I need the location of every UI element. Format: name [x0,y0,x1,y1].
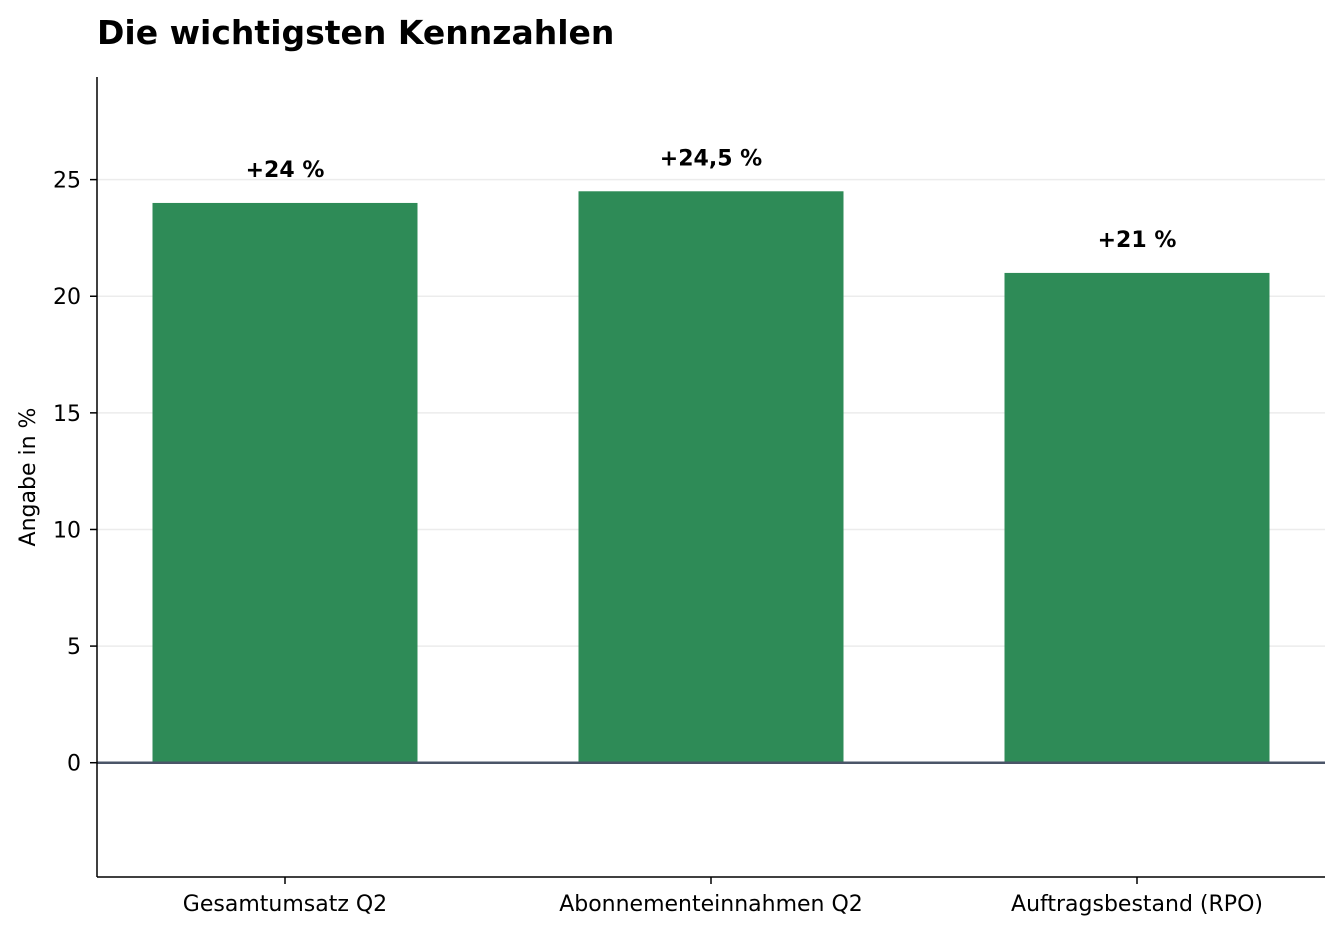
x-tick-label: Abonnementeinnahmen Q2 [559,892,863,917]
x-tick-label: Gesamtumsatz Q2 [183,892,387,917]
data-label: +21 % [1098,228,1177,253]
y-tick-label: 25 [53,169,81,194]
x-tick-label: Auftragsbestand (RPO) [1011,892,1263,917]
bars [152,191,1270,763]
y-tick-label: 15 [53,402,81,427]
bar [152,202,418,763]
axes: 0 5 10 15 20 25 Gesamtumsatz Q2 Abonnementeinna… [53,77,1325,917]
y-tick-label: 10 [53,518,81,543]
y-tick-label: 20 [53,285,81,310]
bar [578,191,844,763]
data-label: +24 % [246,158,325,183]
chart-title: Die wichtigsten Kennzahlen [97,13,614,52]
bar [1004,272,1270,763]
y-axis-title: Angabe in % [16,408,41,547]
data-label: +24,5 % [660,146,762,171]
y-tick-label: 5 [67,635,81,660]
data-labels: +24 % +24,5 % +21 % [246,146,1177,253]
y-tick-label: 0 [67,752,81,777]
